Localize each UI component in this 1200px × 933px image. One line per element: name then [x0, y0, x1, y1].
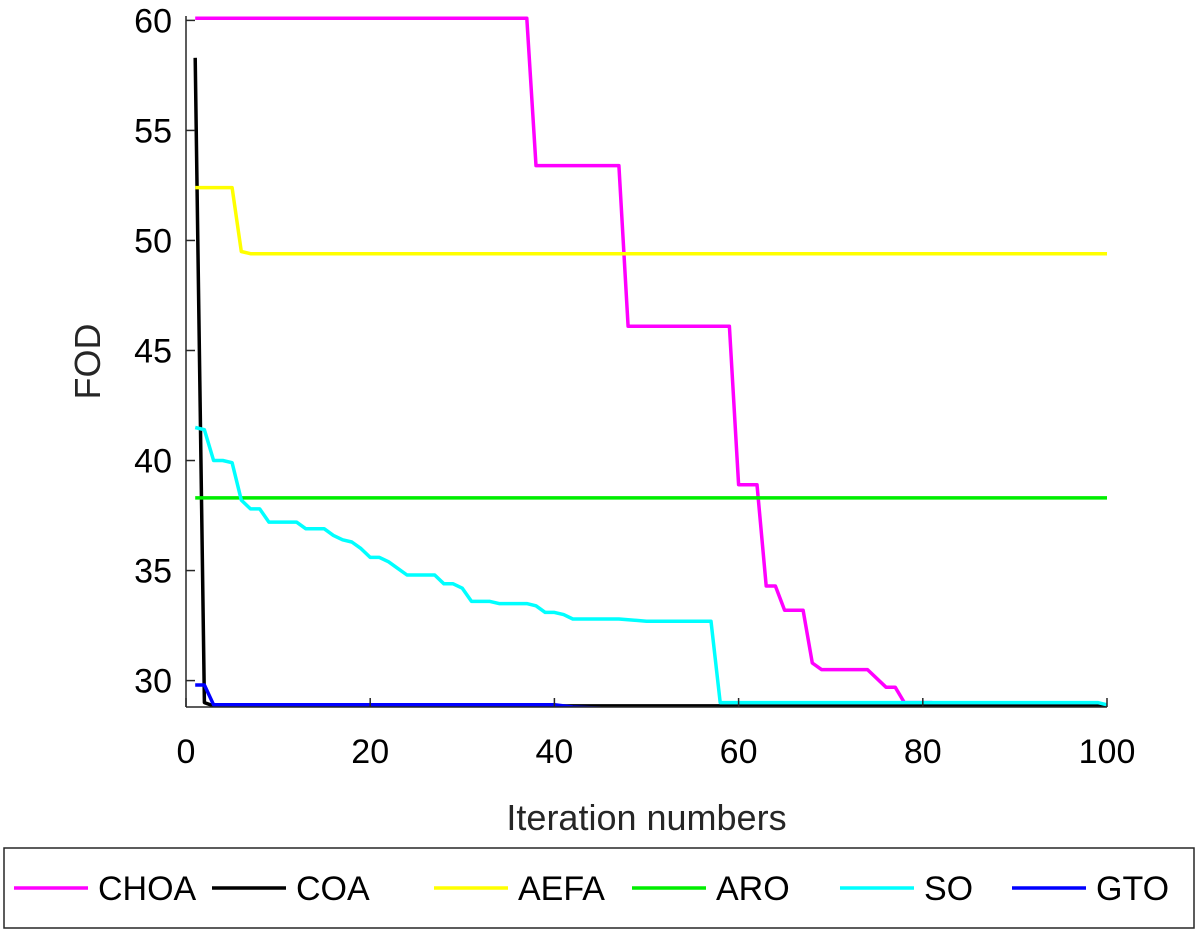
x-tick-label: 100	[1079, 733, 1136, 771]
x-tick-label: 80	[904, 733, 942, 771]
series-line-so	[194, 425, 1108, 707]
x-tick-label: 0	[177, 733, 196, 771]
x-tick-label: 60	[720, 733, 758, 771]
legend-label-aro: ARO	[716, 870, 790, 908]
y-tick-label: 55	[134, 112, 172, 150]
y-tick-label: 30	[134, 663, 172, 701]
y-tick-label: 50	[134, 222, 172, 260]
y-tick-label: 45	[134, 332, 172, 370]
y-axis-title: FOD	[67, 324, 108, 400]
series-line-gto	[195, 683, 655, 707]
x-tick-label: 40	[535, 733, 573, 771]
y-tick-label: 60	[134, 2, 172, 40]
legend-box	[3, 847, 1195, 929]
series-line-choa	[195, 16, 1107, 707]
legend-label-gto: GTO	[1096, 870, 1169, 908]
x-axis-title: Iteration numbers	[506, 797, 786, 838]
y-tick-label: 35	[134, 553, 172, 591]
legend-label-coa: COA	[296, 870, 370, 908]
series-line-aefa	[195, 185, 1107, 256]
legend-label-aefa: AEFA	[518, 870, 605, 908]
legend: CHOA COA AEFA ARO SO GTO	[3, 847, 1195, 929]
legend-label-choa: CHOA	[98, 870, 197, 908]
series-lines	[193, 16, 1108, 707]
x-tick-label: 20	[351, 733, 389, 771]
y-tick-label: 40	[134, 443, 172, 481]
axes: 0 20 40 60 80 100 30 35 40 45 50 55 60	[134, 2, 1135, 771]
legend-label-so: SO	[924, 870, 973, 908]
series-line-coa	[193, 57, 1107, 707]
